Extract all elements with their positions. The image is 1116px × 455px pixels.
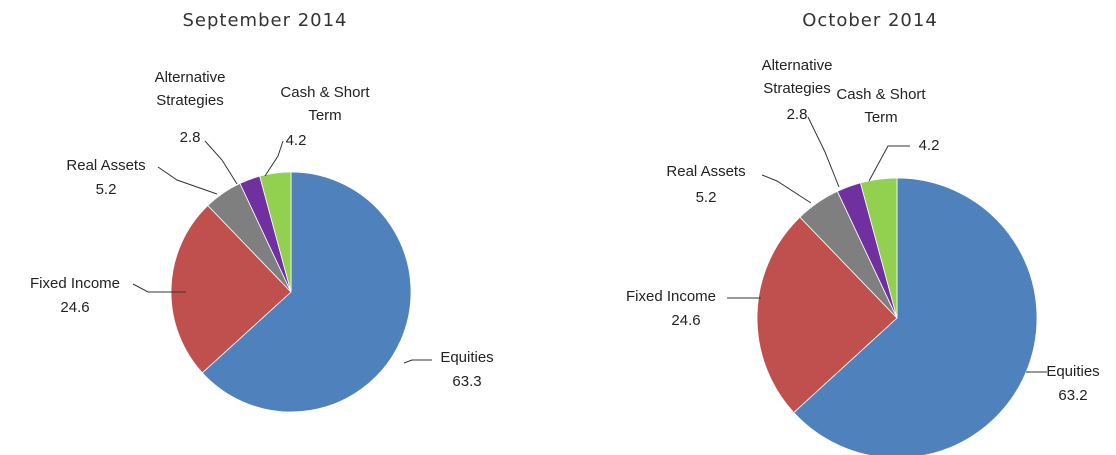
slice-label: Alternative Strategies [154,69,226,109]
slice-value: 63.3 [452,373,482,390]
slice-label: Real Assets [66,157,146,174]
slice-value: 2.8 [786,106,808,123]
leader-line [132,283,186,293]
slice-value: 24.6 [60,299,90,316]
leader-line [761,174,812,204]
slice-value: 4.2 [285,132,307,149]
slice-label: Equities [1046,363,1100,380]
slice-value: 4.2 [918,137,940,154]
slice-value: 24.6 [671,312,701,329]
slice-value: 5.2 [95,181,117,198]
chart-title: September 2014 [182,10,348,31]
pie-slice [259,171,292,293]
leader-line [868,145,910,182]
chart-title: October 2014 [802,10,938,31]
pie-slice [859,177,898,319]
slice-label: Fixed Income [625,288,717,305]
slice-value: 2.8 [179,129,201,146]
leader-line [264,140,284,177]
leader-line [157,166,218,195]
leader-line [204,140,238,185]
slice-label: Real Assets [666,163,746,180]
slice-label: Cash & Short Term [836,86,926,126]
pie-slice [793,177,1038,455]
slice-value: 63.2 [1058,387,1088,404]
pie-slice [756,216,898,414]
leader-line [807,116,840,188]
slice-label: Equities [440,349,494,366]
pie-slice [201,171,412,413]
leader-line [403,359,432,364]
pie-slice [170,204,292,374]
slice-label: Cash & Short Term [280,84,370,124]
slice-label: Fixed Income [29,275,121,292]
slice-label: Alternative Strategies [761,57,833,97]
slice-value: 5.2 [695,189,717,206]
